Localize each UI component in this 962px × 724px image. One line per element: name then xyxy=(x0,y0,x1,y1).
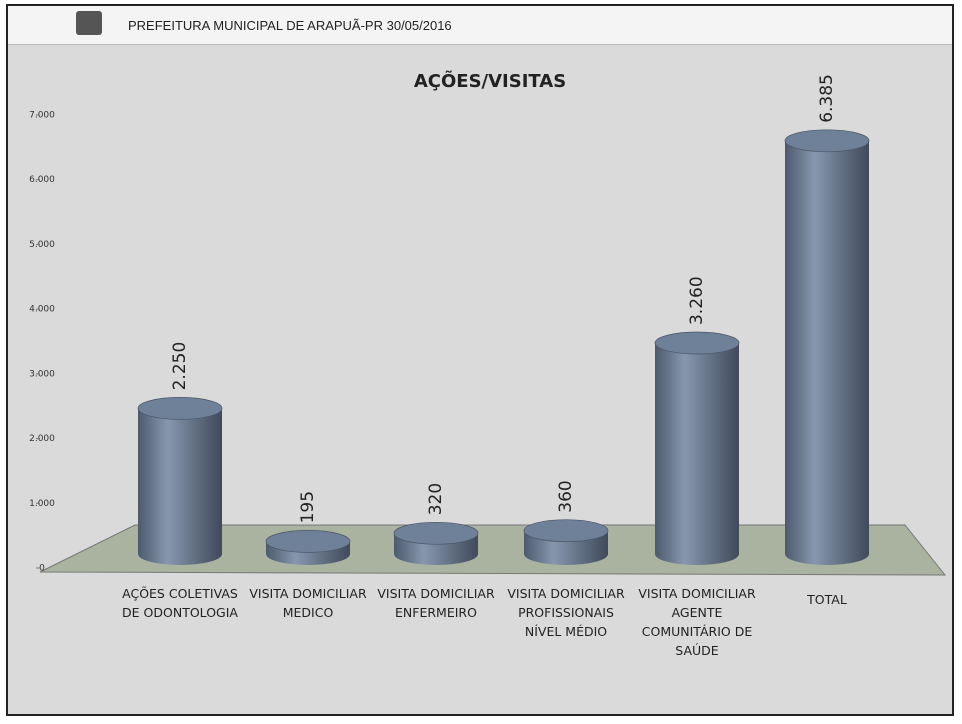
cylinder-top xyxy=(137,397,223,420)
value-label: 3.260 xyxy=(687,276,707,325)
x-tick-label: TOTAL xyxy=(807,592,847,607)
header-title: PREFEITURA MUNICIPAL DE ARAPUÃ-PR 30/05/… xyxy=(128,18,452,33)
cylinder-top xyxy=(265,530,351,553)
chart-title: AÇÕES/VISITAS xyxy=(414,69,566,92)
y-tick-label: 3.000 xyxy=(29,369,55,379)
x-tick-label: VISITA DOMICILIAR PROFISSIONAIS NÍVEL MÉ… xyxy=(507,586,625,639)
x-tick-label: VISITA DOMICILIAR AGENTE COMUNITÁRIO DE … xyxy=(638,586,756,658)
x-tick-label: VISITA DOMICILIAR ENFERMEIRO xyxy=(377,586,495,620)
bar xyxy=(785,140,869,554)
y-tick-label: 0 xyxy=(39,564,45,574)
cylinder-top xyxy=(784,129,870,153)
bar xyxy=(138,408,222,554)
value-label: 2.250 xyxy=(170,342,190,391)
x-tick-label: VISITA DOMICILIAR MEDICO xyxy=(249,586,367,620)
y-tick-label: 7.000 xyxy=(29,111,55,121)
cylinder-top xyxy=(393,521,479,545)
bar xyxy=(655,343,739,554)
logo xyxy=(76,11,102,35)
value-label: 195 xyxy=(298,491,318,523)
value-label: 6.385 xyxy=(817,74,837,123)
y-tick-label: 2.000 xyxy=(29,434,55,444)
header-bar: PREFEITURA MUNICIPAL DE ARAPUÃ-PR 30/05/… xyxy=(8,6,952,45)
cylinder-top xyxy=(654,331,740,355)
y-tick-label: 5.000 xyxy=(29,240,55,250)
x-tick-label: AÇÕES COLETIVAS DE ODONTOLOGIA xyxy=(122,586,238,620)
y-tick-label: 6.000 xyxy=(29,175,55,185)
y-tick-label: 4.000 xyxy=(29,305,55,315)
cylinder-top xyxy=(523,519,609,543)
value-label: 320 xyxy=(426,483,446,515)
value-label: 360 xyxy=(556,480,576,512)
y-tick-label: 1.000 xyxy=(29,499,55,509)
